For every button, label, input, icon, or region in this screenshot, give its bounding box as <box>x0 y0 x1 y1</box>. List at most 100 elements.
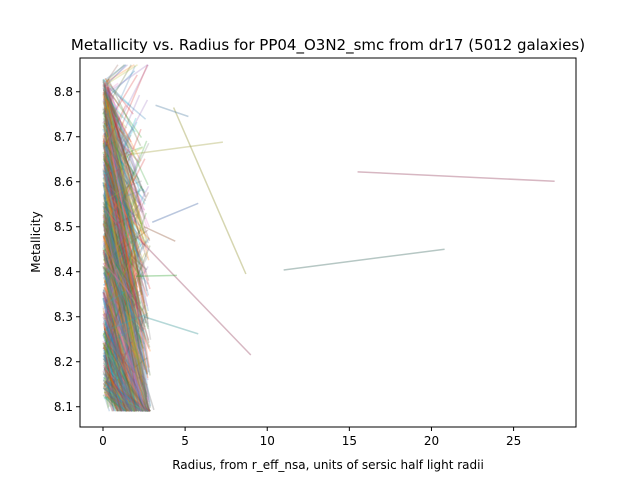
galaxy-gradient-line <box>103 92 120 122</box>
galaxy-gradient-line <box>106 99 121 121</box>
galaxy-gradient-line <box>106 87 113 112</box>
galaxy-gradient-line <box>105 330 133 345</box>
galaxy-gradient-line <box>103 118 117 173</box>
galaxy-gradient-line <box>108 159 129 180</box>
galaxy-gradient-line <box>106 186 117 226</box>
galaxy-gradient-line <box>102 161 144 331</box>
galaxy-gradient-line <box>107 90 115 100</box>
galaxy-gradient-line <box>105 207 125 301</box>
galaxy-gradient-line <box>106 379 140 412</box>
galaxy-gradient-line <box>105 234 124 316</box>
galaxy-gradient-line <box>107 359 110 363</box>
galaxy-gradient-line <box>107 302 125 404</box>
galaxy-gradient-line <box>103 300 138 412</box>
galaxy-gradient-line <box>104 328 146 412</box>
galaxy-gradient-line <box>106 339 136 372</box>
galaxy-gradient-line <box>106 212 150 341</box>
galaxy-gradient-line <box>103 133 112 175</box>
galaxy-gradient-line <box>102 253 119 347</box>
galaxy-gradient-line <box>103 122 140 345</box>
galaxy-gradient-line <box>106 236 119 309</box>
galaxy-gradient-line <box>107 238 127 282</box>
plot-frame <box>79 57 577 428</box>
galaxy-gradient-line <box>106 299 110 308</box>
galaxy-gradient-line <box>104 109 121 148</box>
galaxy-gradient-line <box>106 244 132 370</box>
galaxy-gradient-line <box>102 78 128 223</box>
galaxy-gradient-line <box>105 346 110 367</box>
galaxy-gradient-line <box>106 359 119 365</box>
galaxy-gradient-line <box>102 138 144 386</box>
galaxy-gradient-line <box>104 206 140 365</box>
galaxy-gradient-line <box>107 371 111 380</box>
galaxy-gradient-line <box>105 383 147 412</box>
galaxy-gradient-line <box>104 119 151 242</box>
galaxy-gradient-line <box>103 287 144 387</box>
galaxy-gradient-line <box>107 139 116 180</box>
galaxy-gradient-line <box>103 85 130 243</box>
galaxy-gradient-line <box>107 137 113 145</box>
galaxy-gradient-line <box>103 123 123 208</box>
galaxy-gradient-line <box>104 163 128 240</box>
galaxy-gradient-line <box>107 325 131 412</box>
galaxy-gradient-line <box>105 143 123 215</box>
galaxy-gradient-line <box>107 93 124 134</box>
galaxy-gradient-line <box>104 224 135 334</box>
galaxy-gradient-line <box>102 145 135 274</box>
galaxy-gradient-line <box>105 381 127 412</box>
galaxy-gradient-line <box>103 238 152 352</box>
galaxy-gradient-line <box>102 173 136 333</box>
galaxy-gradient-line <box>104 117 109 125</box>
galaxy-gradient-line <box>103 153 110 184</box>
galaxy-gradient-line <box>107 197 141 227</box>
galaxy-gradient-line <box>102 262 133 297</box>
galaxy-gradient-line <box>105 390 122 412</box>
galaxy-gradient-line <box>107 199 116 213</box>
galaxy-gradient-line <box>103 196 117 249</box>
galaxy-gradient-line <box>103 124 133 188</box>
galaxy-gradient-line <box>106 195 118 266</box>
galaxy-gradient-line <box>104 169 115 210</box>
galaxy-gradient-line <box>104 368 118 412</box>
galaxy-gradient-line <box>106 248 133 299</box>
galaxy-gradient-line <box>104 213 117 284</box>
galaxy-gradient-line <box>104 240 144 412</box>
galaxy-gradient-line-outlier <box>357 171 555 183</box>
galaxy-gradient-line <box>107 246 122 305</box>
galaxy-gradient-line <box>105 180 142 197</box>
galaxy-gradient-line <box>105 382 125 412</box>
galaxy-gradient-line <box>105 377 114 400</box>
galaxy-gradient-line <box>104 163 143 213</box>
galaxy-gradient-line <box>103 122 109 128</box>
galaxy-gradient-line <box>105 299 145 412</box>
galaxy-gradient-line <box>102 333 131 412</box>
galaxy-gradient-line <box>107 304 133 412</box>
galaxy-gradient-line <box>104 265 110 286</box>
galaxy-gradient-line <box>105 109 134 150</box>
galaxy-gradient-line <box>104 273 125 314</box>
galaxy-gradient-line <box>103 345 116 401</box>
galaxy-gradient-line <box>107 357 130 375</box>
galaxy-gradient-line <box>107 86 140 219</box>
galaxy-gradient-line <box>103 219 138 295</box>
galaxy-gradient-line <box>104 129 112 138</box>
galaxy-gradient-line <box>106 89 118 126</box>
galaxy-gradient-line <box>104 331 118 357</box>
galaxy-gradient-line <box>104 65 136 135</box>
galaxy-gradient-line <box>106 231 109 234</box>
galaxy-gradient-line <box>105 301 134 412</box>
galaxy-gradient-line <box>104 348 119 412</box>
galaxy-gradient-line <box>107 368 117 409</box>
galaxy-gradient-line <box>103 359 137 412</box>
galaxy-gradient-line <box>102 361 114 384</box>
galaxy-gradient-line <box>108 302 139 358</box>
galaxy-gradient-line <box>102 184 134 260</box>
galaxy-gradient-line <box>104 375 143 394</box>
galaxy-gradient-line <box>107 91 113 97</box>
y-tick-label: 8.6 <box>54 175 73 189</box>
galaxy-gradient-line <box>103 150 137 209</box>
galaxy-gradient-line <box>103 195 136 368</box>
galaxy-gradient-line <box>106 154 133 244</box>
galaxy-gradient-line <box>104 323 118 360</box>
